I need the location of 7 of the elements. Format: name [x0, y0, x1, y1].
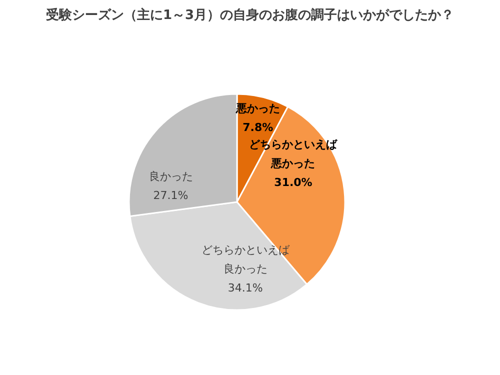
data-label: 27.1% — [153, 189, 188, 202]
slice-label: どちらかといえば良かった — [201, 243, 290, 276]
data-label: 7.8% — [242, 121, 274, 134]
data-label: 34.1% — [228, 281, 263, 294]
chart-title: 受験シーズン（主に1～3月）の自身のお腹の調子はいかがでしたか？ — [44, 7, 454, 23]
data-label: 31.0% — [274, 176, 312, 189]
slice-label: 良かった — [148, 170, 193, 184]
